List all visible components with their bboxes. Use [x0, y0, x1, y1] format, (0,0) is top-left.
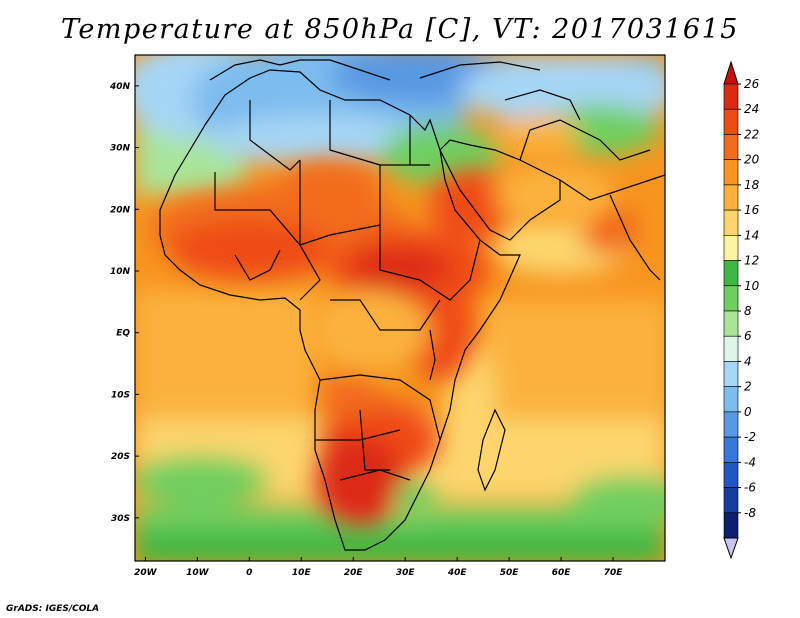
colorbar-swatch: [723, 159, 739, 186]
y-tick-label: 10N: [110, 267, 131, 277]
colorbar-label: 8: [744, 304, 752, 318]
colorbar-swatch: [723, 260, 739, 287]
y-tick-label: 20S: [111, 452, 130, 462]
colorbar-label: 6: [744, 329, 752, 343]
colorbar-swatch: [723, 386, 739, 413]
colorbar-label: 26: [744, 77, 760, 91]
x-tick-label: 50E: [500, 568, 520, 578]
y-tick-label: 40N: [109, 82, 131, 92]
colorbar-swatch: [723, 487, 739, 514]
x-tick-label: 70E: [604, 568, 624, 578]
colorbar-swatch: [723, 83, 739, 110]
y-tick-label: 10S: [111, 390, 130, 400]
y-tick-label: 20N: [110, 205, 131, 215]
colorbar-label: -8: [744, 506, 756, 520]
credit-text: GrADS: IGES/COLA: [6, 604, 100, 614]
x-tick-label: 20W: [134, 568, 158, 578]
colorbar-swatch: [723, 462, 739, 488]
x-tick-label: 60E: [552, 568, 572, 578]
colorbar-label: -4: [744, 455, 756, 469]
colorbar-swatch: [723, 134, 739, 160]
colorbar-swatch: [723, 411, 739, 438]
colorbar-label: 22: [744, 127, 759, 141]
x-tick-label: 10E: [292, 568, 312, 578]
temperature-field: [135, 55, 665, 561]
colorbar-swatch: [723, 184, 739, 211]
colorbar-swatch: [723, 310, 739, 337]
colorbar-swatch: [723, 285, 739, 312]
y-tick-label: 30N: [110, 144, 131, 154]
colorbar-label: -6: [744, 481, 756, 495]
colorbar-swatch: [723, 335, 739, 362]
colorbar-label: 0: [744, 405, 752, 419]
colorbar-swatch: [723, 235, 739, 261]
x-tick-label: 40E: [447, 568, 468, 578]
colorbar-swatch: [723, 108, 739, 135]
colorbar-label: 14: [744, 228, 759, 242]
colorbar-label: -2: [744, 430, 756, 444]
colorbar-swatch: [723, 361, 739, 387]
map-frame: [134, 54, 666, 562]
colorbar-label: 12: [744, 254, 759, 268]
x-tick-label: 20E: [344, 568, 364, 578]
colorbar-max-arrow: [723, 60, 739, 85]
colorbar-label: 24: [744, 102, 759, 116]
colorbar-label: 4: [744, 354, 752, 368]
colorbar-min-arrow: [723, 537, 739, 560]
colorbar-label: 2: [744, 380, 752, 394]
y-tick-label: 30S: [111, 514, 130, 524]
colorbar-label: 10: [744, 279, 760, 293]
colorbar-swatch: [723, 209, 739, 236]
page-title: Temperature at 850hPa [C], VT: 201703161…: [61, 14, 739, 45]
x-tick-label: 30E: [396, 568, 416, 578]
colorbar-label: 16: [744, 203, 760, 217]
x-tick-label: 10W: [186, 568, 210, 578]
colorbar-swatch: [723, 436, 739, 463]
coastlines: [159, 59, 665, 551]
colorbar-label: 18: [744, 178, 760, 192]
colorbar-swatch: [723, 512, 739, 539]
colorbar-label: 20: [744, 153, 760, 167]
y-tick-label: EQ: [116, 329, 130, 339]
x-tick-label: 0: [246, 568, 252, 578]
